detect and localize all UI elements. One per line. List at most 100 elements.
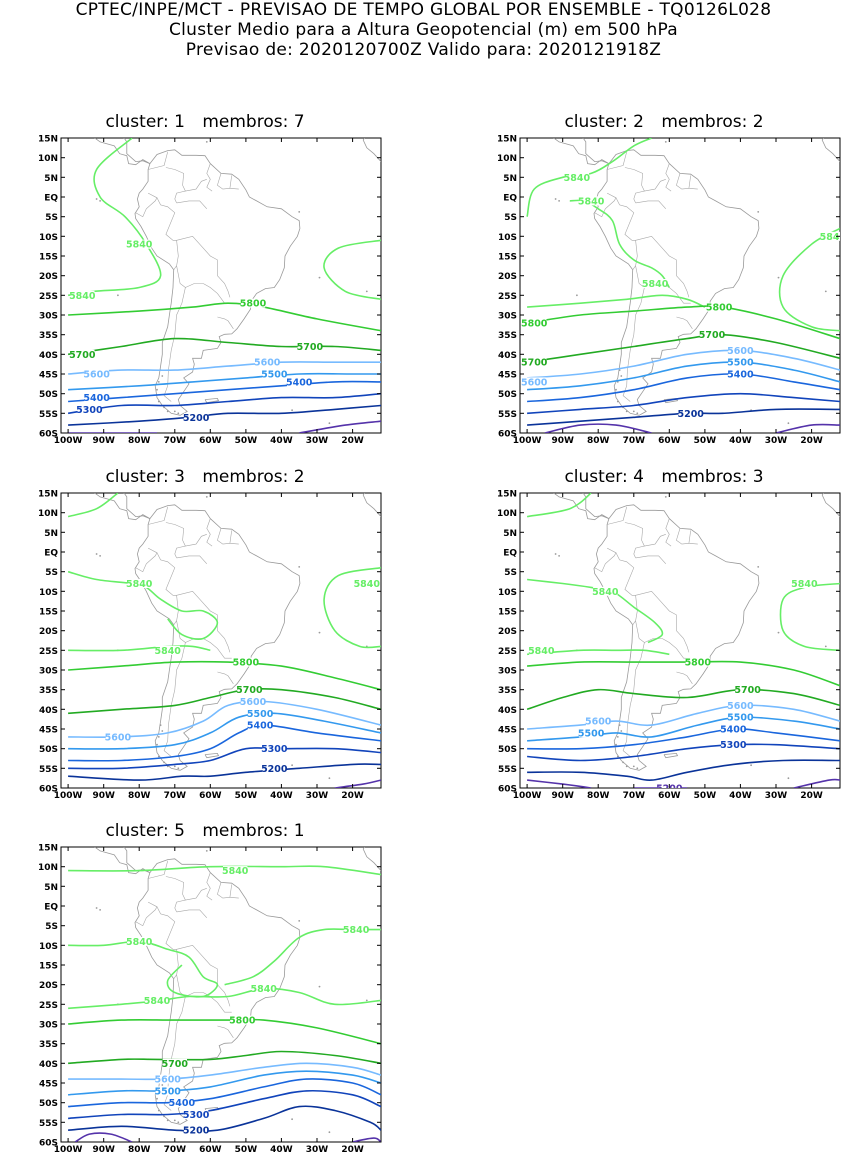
contour-5100 [544,423,652,433]
lat-tick-label: 25S [39,647,58,657]
contour-label-bg [354,579,379,588]
contour-label: 5600 [254,358,281,369]
contour-label-bg [578,728,604,738]
lon-tick-label: 100W [513,791,542,799]
contour-5800 [68,660,381,691]
lon-tick-label: 100W [513,436,542,444]
lon-tick-label: 70W [164,436,187,444]
longitude-axis: 100W 90W 80W 70W 60W 50W 40W 30W 20W [513,493,823,799]
contour-label-bg [564,172,590,182]
contour-lines [67,138,381,433]
contour-5200 [68,763,381,781]
contour-label: 5500 [247,709,274,720]
lat-tick-label: 50S [39,390,58,400]
contour-label-bg [127,936,152,946]
lat-tick-label: 25S [39,1001,58,1011]
lon-tick-label: 90W [551,436,574,444]
contour-5840 [527,294,706,308]
contour-label: 5700 [521,358,548,369]
contour-label: 5800 [521,318,548,329]
contour-label-bg [721,740,746,750]
lat-tick-label: EQ [44,194,58,204]
contour-5700 [526,333,840,363]
contour-label-bg [685,657,710,667]
contour-label: 5600 [154,1075,181,1086]
contour-5200 [527,759,840,781]
islands [554,496,827,780]
contour-label-bg [297,342,323,351]
lat-tick-label: 20S [498,272,517,282]
contour-label: 5600 [521,377,548,388]
lat-tick-label: 15N [497,135,517,145]
lat-tick-label: 15S [39,962,58,972]
lat-tick-label: EQ [503,549,517,559]
members-label: membros: 3 [661,467,764,487]
lat-tick-label: 35S [39,331,58,341]
cluster-panel-3: cluster: 3 membros: 2 5840 5840 5840 5800 57… [25,467,385,799]
contour-label-bg [262,744,287,754]
contour-5200 [68,404,381,426]
contour-label: 5400 [720,725,747,736]
contour-lines [67,493,381,788]
country-borders [594,151,698,402]
contour-5100 [334,779,381,788]
contour-label: 5700 [69,350,96,361]
contour-label: 5400 [727,370,754,381]
contour-label: 5600 [727,346,754,357]
lat-tick-label: 60S [39,785,58,795]
contour-5300 [527,743,840,762]
lat-tick-label: 35S [498,686,517,696]
contour-5840 [778,227,840,332]
lat-tick-label: 35S [39,686,58,696]
cluster-label: cluster: 3 [105,467,185,487]
latitude-axis: 15N 10N 5N EQ 5S 10S 15S 20S 25S 30S 35S 40S 45S 50S 5… [38,135,381,440]
lat-tick-label: 5S [504,213,517,223]
lon-tick-label: 100W [54,1145,83,1153]
contour-label-bg [593,586,618,596]
contour-5800 [68,1018,381,1045]
contour-label: 5840 [126,240,153,251]
contour-5200 [68,1105,381,1133]
lon-tick-label: 60W [199,1145,222,1153]
lat-tick-label: 10N [497,509,517,519]
contour-label-bg [155,1086,180,1096]
panel-title: cluster: 2 membros: 2 [484,112,844,132]
members-label: membros: 2 [661,112,764,132]
lat-tick-label: 30S [498,667,517,677]
lat-tick-label: 45S [498,726,517,736]
contour-label-bg [183,412,209,422]
panel-title: cluster: 5 membros: 1 [25,821,385,841]
contour-label-bg [255,357,280,367]
contour-labels: 5840 5840 5840 5840 5840 5800 5700 560055005400… [126,866,370,1137]
lat-tick-label: 5N [503,529,517,539]
lon-tick-label: 20W [341,1145,364,1153]
contour-label-bg [586,716,611,726]
contour-label-bg [728,369,753,379]
contour-5300 [68,1089,381,1120]
contour-label: 5840 [820,232,844,243]
panel-title: cluster: 4 membros: 3 [484,467,844,487]
contour-5300 [68,747,381,770]
contour-label-bg [728,700,753,710]
lon-tick-label: 50W [694,436,717,444]
contour-5500 [68,372,381,391]
lon-tick-label: 80W [128,436,151,444]
contour-label: 5300 [720,740,747,751]
contour-label: 5300 [76,405,103,416]
lat-tick-label: 10S [39,942,58,952]
contour-label-bg [642,279,668,288]
lon-tick-label: 90W [551,791,574,799]
lat-tick-label: 40S [39,706,58,716]
lat-tick-label: 15N [38,490,58,500]
lat-tick-label: 5N [44,883,58,893]
contour-label: 5800 [706,303,733,314]
lat-tick-label: 5S [45,922,58,932]
contour-5840 [526,138,652,217]
lat-tick-label: 15S [39,608,58,618]
title-line-3: Previsao de: 2020120700Z Valido para: 20… [185,40,662,60]
contour-label: 5840 [154,646,181,657]
lon-tick-label: 60W [199,436,222,444]
lat-tick-label: 60S [39,430,58,440]
contour-5500 [68,1070,381,1096]
coastline [94,493,381,771]
